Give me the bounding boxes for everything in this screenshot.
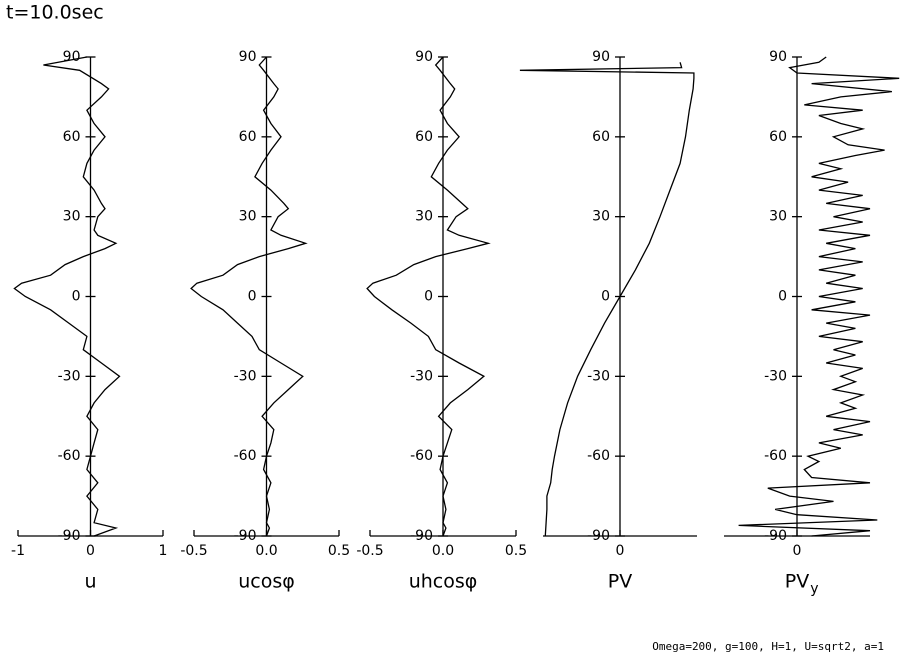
latitude-tick-label: 60: [239, 129, 257, 145]
latitude-tick-label: -30: [587, 368, 610, 384]
axis-label: PV: [608, 571, 632, 593]
value-tick-label: 1: [159, 543, 168, 559]
latitude-tick-label: -90: [58, 528, 81, 544]
latitude-tick-label: 30: [63, 209, 81, 225]
profile-line: [738, 56, 900, 537]
latitude-tick-label: 30: [592, 209, 610, 225]
latitude-tick-label: -90: [764, 528, 787, 544]
latitude-tick-label: 60: [63, 129, 81, 145]
latitude-tick-label: -30: [764, 368, 787, 384]
latitude-tick-label: -90: [587, 528, 610, 544]
value-tick-label: 0.5: [505, 543, 527, 559]
latitude-tick-label: -90: [234, 528, 257, 544]
value-tick-label: -1: [11, 543, 25, 559]
profile-line: [519, 62, 695, 537]
latitude-tick-label: -60: [764, 448, 787, 464]
value-tick-label: 0.0: [255, 543, 277, 559]
latitude-tick-label: 60: [769, 129, 787, 145]
axis-label: PV: [785, 571, 809, 593]
latitude-tick-label: -30: [58, 368, 81, 384]
profile-line: [13, 56, 121, 537]
latitude-tick-label: -90: [410, 528, 433, 544]
latitude-tick-label: -30: [410, 368, 433, 384]
figure-title: t=10.0sec: [6, 2, 104, 24]
value-tick-label: 0: [86, 543, 95, 559]
latitude-tick-label: -60: [410, 448, 433, 464]
value-tick-label: -0.5: [356, 543, 383, 559]
value-tick-label: 0: [793, 543, 802, 559]
latitude-tick-label: 90: [592, 49, 610, 65]
latitude-tick-label: -60: [234, 448, 257, 464]
latitude-tick-label: -60: [587, 448, 610, 464]
latitude-tick-label: 0: [424, 289, 433, 305]
latitude-tick-label: -30: [234, 368, 257, 384]
latitude-tick-label: 0: [601, 289, 610, 305]
axis-label: ucosφ: [238, 571, 295, 593]
latitude-tick-label: 60: [592, 129, 610, 145]
value-tick-label: 0.0: [432, 543, 454, 559]
latitude-tick-label: 90: [415, 49, 433, 65]
latitude-tick-label: 90: [63, 49, 81, 65]
value-tick-label: 0: [616, 543, 625, 559]
latitude-tick-label: 30: [769, 209, 787, 225]
axis-label-subscript: y: [810, 581, 818, 597]
latitude-tick-label: 0: [72, 289, 81, 305]
value-tick-label: -0.5: [180, 543, 207, 559]
footnote: Omega=200, g=100, H=1, U=sqrt2, a=1: [652, 640, 884, 653]
latitude-tick-label: 0: [248, 289, 257, 305]
latitude-tick-label: 90: [239, 49, 257, 65]
profile-line: [366, 56, 491, 537]
axis-label: uhcosφ: [409, 571, 478, 593]
value-tick-label: 0.5: [328, 543, 350, 559]
latitude-tick-label: -60: [58, 448, 81, 464]
latitude-tick-label: 0: [778, 289, 787, 305]
latitude-tick-label: 30: [415, 209, 433, 225]
latitude-tick-label: 60: [415, 129, 433, 145]
profile-line: [190, 56, 308, 537]
axis-label: u: [84, 571, 96, 593]
latitude-tick-label: 90: [769, 49, 787, 65]
latitude-tick-label: 30: [239, 209, 257, 225]
